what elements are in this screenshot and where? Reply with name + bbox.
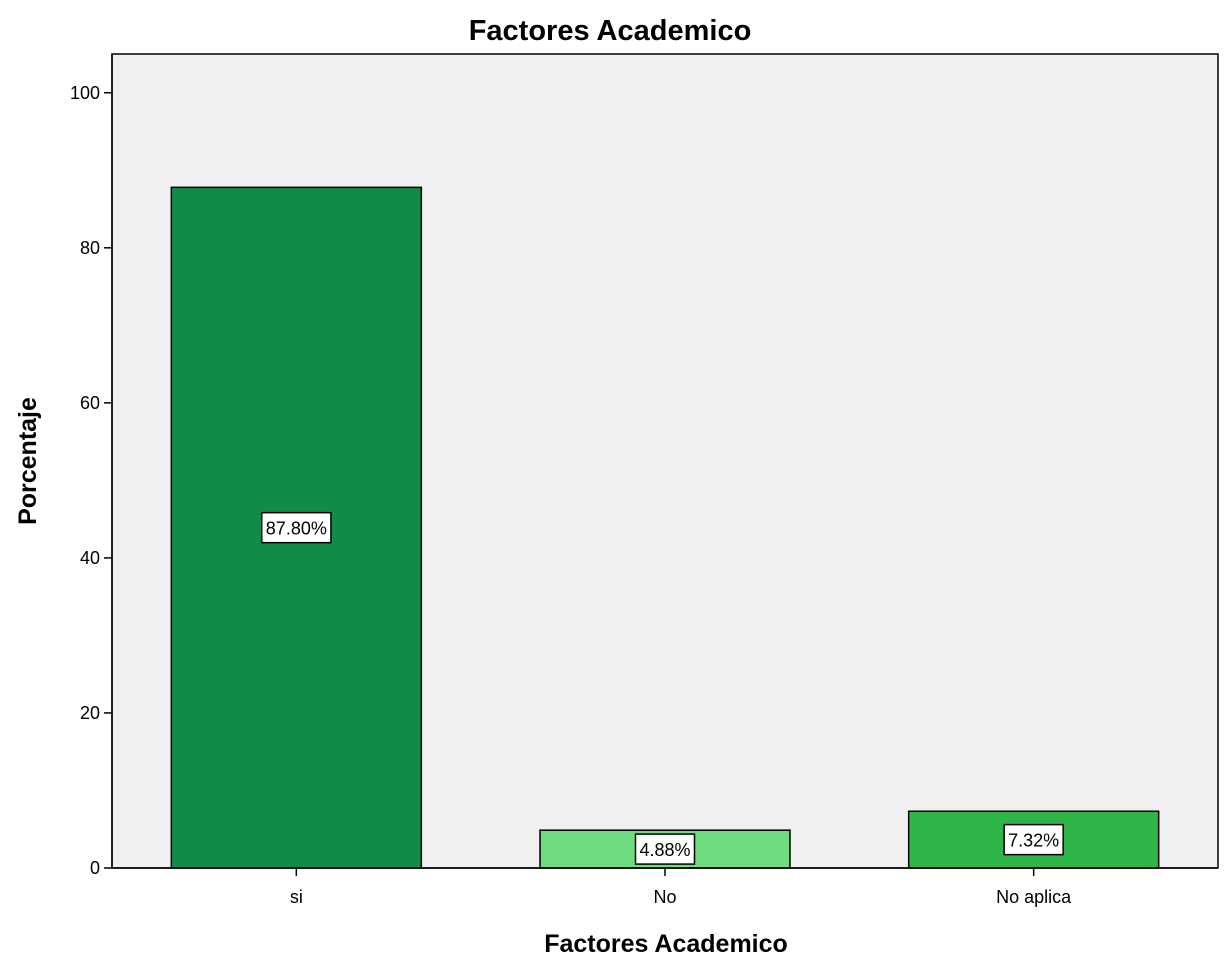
data-label-box (634, 833, 696, 865)
y-tick-label: 100 (70, 83, 100, 103)
y-axis: 0 20 40 60 80 100 (70, 54, 113, 878)
y-tick-label: 40 (80, 548, 100, 568)
y-axis-title: Porcentaje (14, 397, 42, 525)
x-tick-label: si (290, 887, 303, 907)
chart-title: Factores Academico (469, 15, 752, 47)
data-label-box (1003, 823, 1064, 856)
data-label: 7.32% (1008, 831, 1059, 851)
bars-group (170, 186, 1160, 869)
y-tick-label: 80 (80, 238, 100, 258)
data-label: 4.88% (639, 840, 690, 860)
data-label: 87.80% (266, 519, 327, 539)
x-axis: si No No aplica (112, 867, 1218, 907)
y-tick-label: 60 (80, 393, 100, 413)
x-tick-label: No aplica (996, 887, 1072, 907)
y-tick-label: 0 (90, 858, 100, 878)
data-labels-group: 87.80% 4.88% 7.32% (260, 511, 1064, 865)
x-axis-title: Factores Academico (544, 930, 788, 958)
x-tick-label: No (653, 887, 676, 907)
data-label-box (260, 511, 332, 544)
y-tick-label: 20 (80, 703, 100, 723)
